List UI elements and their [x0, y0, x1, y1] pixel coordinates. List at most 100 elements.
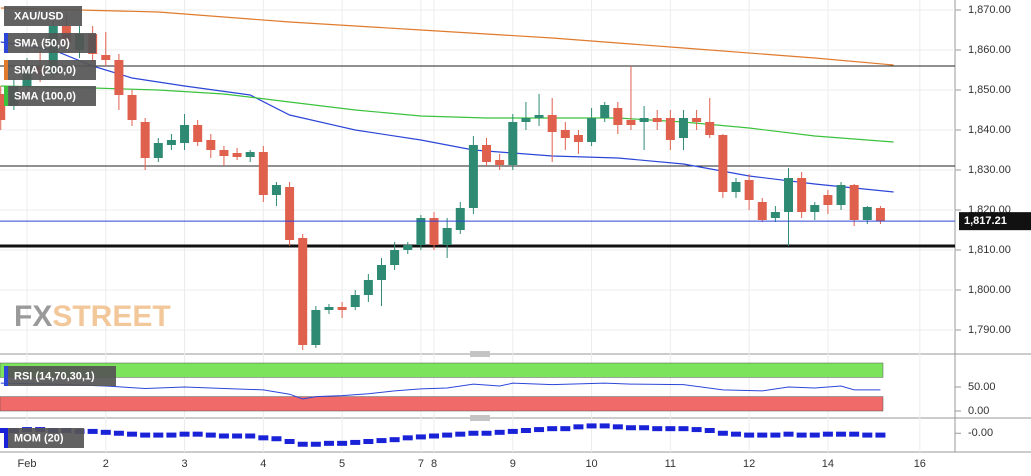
momentum-mark: [534, 427, 545, 433]
candle-body: [757, 202, 767, 220]
watermark: FXSTREET: [14, 300, 171, 333]
candle-body: [692, 118, 702, 122]
momentum-mark: [560, 426, 571, 432]
x-tick-label: 2: [103, 458, 109, 470]
candle-body: [390, 250, 400, 265]
momentum-mark: [87, 428, 98, 434]
candle-body: [573, 135, 583, 142]
momentum-mark: [192, 431, 203, 437]
candle-body: [376, 265, 386, 280]
momentum-mark: [415, 434, 426, 440]
candle-body: [560, 130, 570, 138]
x-tick-label: 7: [418, 458, 424, 470]
momentum-mark: [665, 426, 676, 432]
candle-body: [823, 195, 833, 205]
momentum-mark: [179, 431, 190, 437]
y-tick-label: 1,840.00: [968, 124, 1011, 136]
candle-body: [337, 307, 347, 310]
momentum-mark: [140, 432, 151, 438]
rsi-band: [0, 362, 884, 378]
candle-body: [0, 94, 6, 120]
momentum-mark: [389, 437, 400, 443]
watermark-part: STREET: [52, 300, 170, 333]
legend-label: SMA (100,0): [14, 90, 76, 102]
sma-line: [0, 7, 894, 66]
y-tick-label: 50.00: [968, 381, 996, 393]
candle-body: [324, 307, 334, 310]
momentum-mark: [809, 432, 820, 438]
x-tick-label: 12: [743, 458, 755, 470]
rsi-line: [0, 382, 881, 400]
momentum-mark: [507, 428, 518, 434]
candle-body: [245, 152, 255, 157]
candle-body: [495, 160, 505, 165]
momentum-mark: [310, 441, 321, 447]
momentum-mark: [218, 433, 229, 439]
candle-body: [153, 143, 163, 158]
candle-body: [547, 115, 557, 132]
momentum-mark: [258, 435, 269, 441]
legend-label: RSI (14,70,30,1): [14, 370, 95, 382]
y-tick-label: 1,790.00: [968, 324, 1011, 336]
legend-label: XAU/USD: [14, 10, 64, 22]
momentum-mark: [166, 432, 177, 438]
momentum-mark: [730, 431, 741, 437]
candle-body: [101, 55, 111, 60]
sma-line: [0, 41, 894, 193]
momentum-mark: [612, 424, 623, 430]
momentum-mark: [481, 430, 492, 436]
candle-body: [770, 212, 780, 218]
candle-body: [193, 125, 203, 142]
momentum-mark: [363, 439, 374, 444]
momentum-mark: [770, 432, 781, 438]
momentum-mark: [875, 432, 886, 438]
x-tick-label: Feb: [18, 458, 37, 470]
candle-body: [140, 122, 150, 158]
momentum-mark: [429, 433, 440, 439]
momentum-mark: [520, 428, 531, 433]
candle-body: [311, 310, 321, 345]
candle-body: [508, 122, 518, 165]
x-tick-label: 4: [260, 458, 266, 470]
candle-body: [639, 118, 649, 122]
momentum-mark: [113, 430, 124, 436]
momentum-mark: [757, 432, 768, 438]
momentum-mark: [442, 432, 453, 438]
legend-box: [4, 366, 116, 386]
momentum-mark: [153, 432, 164, 438]
y-tick-label: 1,810.00: [968, 244, 1011, 256]
candle-body: [114, 60, 124, 95]
momentum-mark: [783, 431, 794, 437]
momentum-mark: [284, 439, 295, 444]
momentum-mark: [625, 425, 636, 431]
watermark-part: FX: [14, 300, 52, 333]
candle-body: [258, 152, 268, 195]
candle-body: [206, 140, 216, 150]
momentum-mark: [862, 432, 873, 438]
momentum-mark: [376, 438, 387, 444]
y-tick-label: 1,870.00: [968, 4, 1011, 16]
candle-body: [652, 118, 662, 122]
legend-label: SMA (200,0): [14, 64, 76, 76]
momentum-mark: [691, 427, 702, 433]
candle-body: [600, 105, 610, 118]
momentum-mark: [455, 431, 466, 437]
momentum-mark: [599, 423, 610, 429]
candle-body: [403, 245, 413, 250]
legend-swatch: [4, 366, 8, 386]
y-tick-label: 1,800.00: [968, 284, 1011, 296]
legend-swatch: [4, 428, 8, 448]
last-price-box: [959, 212, 1031, 231]
momentum-mark: [127, 431, 138, 437]
candle-body: [862, 207, 872, 220]
momentum-mark: [586, 423, 597, 429]
legend-box: [4, 6, 82, 26]
candle-body: [271, 185, 281, 195]
momentum-mark: [350, 439, 361, 445]
candle-body: [784, 178, 794, 212]
sma-line: [0, 85, 894, 143]
momentum-mark: [337, 440, 348, 446]
momentum-mark: [704, 428, 715, 433]
candle-body: [166, 140, 176, 145]
